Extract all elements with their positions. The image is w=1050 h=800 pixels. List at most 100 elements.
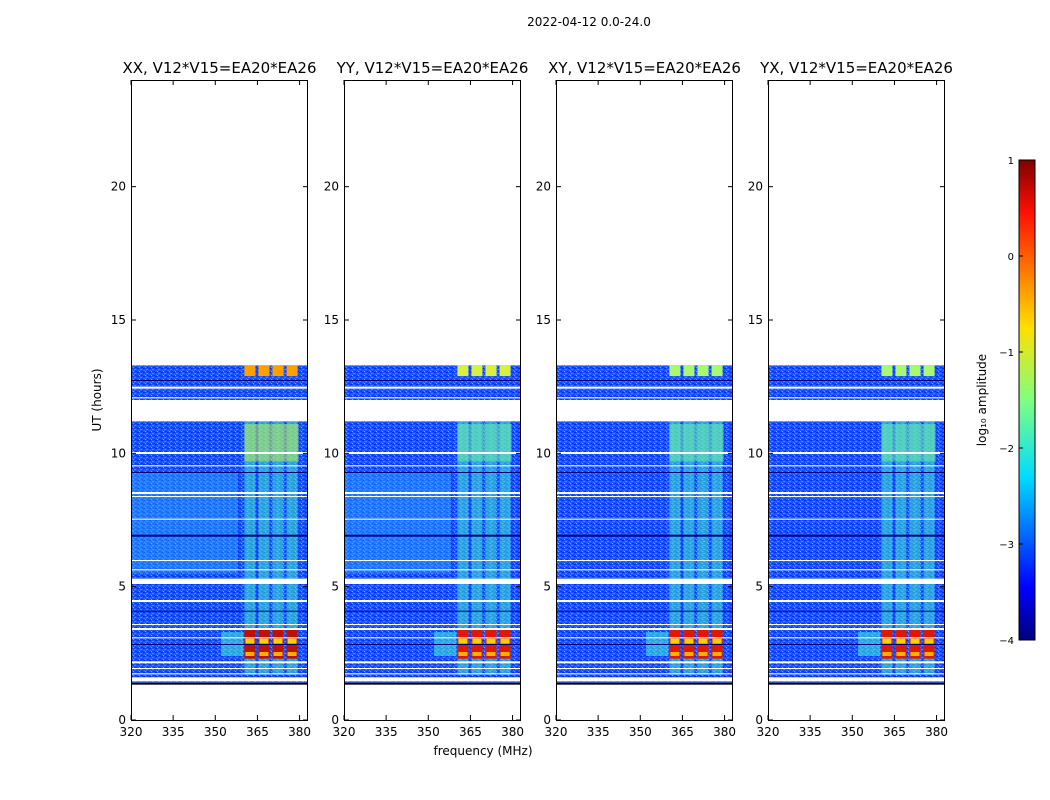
flag-line — [768, 628, 945, 630]
rfi-column — [909, 421, 921, 675]
flag-line — [768, 397, 945, 399]
colorbar-tick-label: 0 — [1008, 252, 1014, 263]
broadband-emission — [131, 472, 238, 574]
strong-emission-stripe — [458, 652, 468, 656]
upper-emission-block — [286, 365, 298, 377]
strong-emission-stripe — [670, 652, 680, 656]
upper-emission-block — [471, 365, 483, 377]
axes-frame — [131, 80, 308, 721]
flag-line — [556, 452, 733, 454]
flag-line — [344, 534, 521, 537]
flag-line — [131, 465, 308, 467]
flag-line — [344, 673, 521, 675]
rfi-column — [457, 421, 469, 675]
panel-title: YX, V12*V15=EA20*EA26 — [759, 59, 953, 77]
strong-emission-stripe — [684, 638, 694, 644]
flag-line — [768, 386, 945, 389]
colorbar-gradient — [1018, 159, 1036, 641]
strong-emission-stripe — [259, 652, 269, 656]
flagged-gap — [131, 677, 308, 682]
y-tick-label: 10 — [748, 446, 763, 460]
y-tick-label: 5 — [755, 580, 763, 594]
flag-line — [344, 637, 521, 639]
flag-line — [768, 465, 945, 467]
flag-line — [344, 610, 521, 612]
flag-line — [556, 560, 733, 561]
y-tick-label: 10 — [324, 446, 339, 460]
x-tick-label: 380 — [925, 725, 948, 739]
flag-line — [131, 472, 308, 473]
flag-line — [344, 452, 521, 454]
y-tick-label: 20 — [324, 180, 339, 194]
y-tick-label: 0 — [118, 713, 126, 727]
strong-emission-stripe — [712, 652, 722, 656]
strong-emission-stripe — [472, 638, 482, 644]
colorbar-tick-label: −1 — [999, 348, 1014, 359]
upper-emission-block — [683, 365, 695, 377]
rfi-column — [923, 421, 935, 675]
flag-line — [131, 518, 308, 520]
flagged-gap — [344, 578, 521, 584]
flag-line — [344, 624, 521, 625]
colorbar-tick-label: −3 — [999, 540, 1014, 551]
upper-emission-block — [485, 365, 497, 377]
colorbar-ticks: 1 0 −1 −2 −3 −4 — [999, 156, 1023, 647]
strong-emission-stripe — [896, 638, 906, 644]
rfi-column — [272, 421, 284, 675]
strong-emission-stripe — [486, 652, 496, 656]
rfi-column — [471, 421, 483, 675]
rfi-column — [244, 421, 256, 675]
flag-line — [768, 661, 945, 664]
flag-line — [344, 569, 521, 571]
flag-line — [768, 534, 945, 537]
flag-line — [131, 452, 308, 454]
colorbar-label: log₁₀ amplitude — [975, 354, 989, 446]
flag-line — [556, 472, 733, 473]
strong-emission-stripe — [924, 652, 934, 656]
upper-emission-block — [244, 365, 256, 377]
flag-line — [768, 452, 945, 454]
rfi-column — [499, 421, 511, 675]
y-axis-label: UT (hours) — [90, 368, 104, 431]
y-tick-label: 0 — [331, 713, 339, 727]
flag-line — [131, 624, 308, 625]
upper-emission-block — [881, 365, 893, 377]
rfi-column — [669, 421, 681, 675]
flag-line — [344, 628, 521, 630]
flag-line — [556, 682, 733, 685]
y-tick-label: 15 — [748, 313, 763, 327]
flag-line — [556, 668, 733, 669]
strong-emission-stripe — [273, 638, 283, 644]
flag-line — [556, 465, 733, 467]
strong-emission-stripe — [698, 652, 708, 656]
flag-line — [556, 492, 733, 494]
upper-emission-block — [711, 365, 723, 377]
flag-line — [344, 472, 521, 473]
flag-line — [131, 560, 308, 561]
flag-line — [131, 397, 308, 399]
upper-emission-block — [697, 365, 709, 377]
flag-line — [556, 624, 733, 625]
flag-line — [131, 600, 308, 602]
upper-emission-band — [244, 424, 299, 462]
strong-emission-stripe — [287, 638, 297, 644]
y-tick-label: 15 — [111, 313, 126, 327]
y-tick-label: 5 — [331, 580, 339, 594]
flagged-gap — [556, 578, 733, 584]
x-tick-label: 350 — [204, 725, 227, 739]
flag-line — [768, 673, 945, 675]
x-tick-label: 320 — [545, 725, 568, 739]
axes-frame — [344, 80, 521, 721]
rfi-column — [697, 421, 709, 675]
flagged-gap — [556, 677, 733, 682]
upper-emission-block — [923, 365, 935, 377]
x-tick-label: 320 — [333, 725, 356, 739]
upper-emission-block — [669, 365, 681, 377]
upper-emission-band — [457, 424, 512, 462]
flag-line — [768, 682, 945, 685]
y-tick-label: 0 — [755, 713, 763, 727]
flag-line — [344, 496, 521, 497]
flag-line — [131, 492, 308, 494]
x-tick-label: 320 — [757, 725, 780, 739]
